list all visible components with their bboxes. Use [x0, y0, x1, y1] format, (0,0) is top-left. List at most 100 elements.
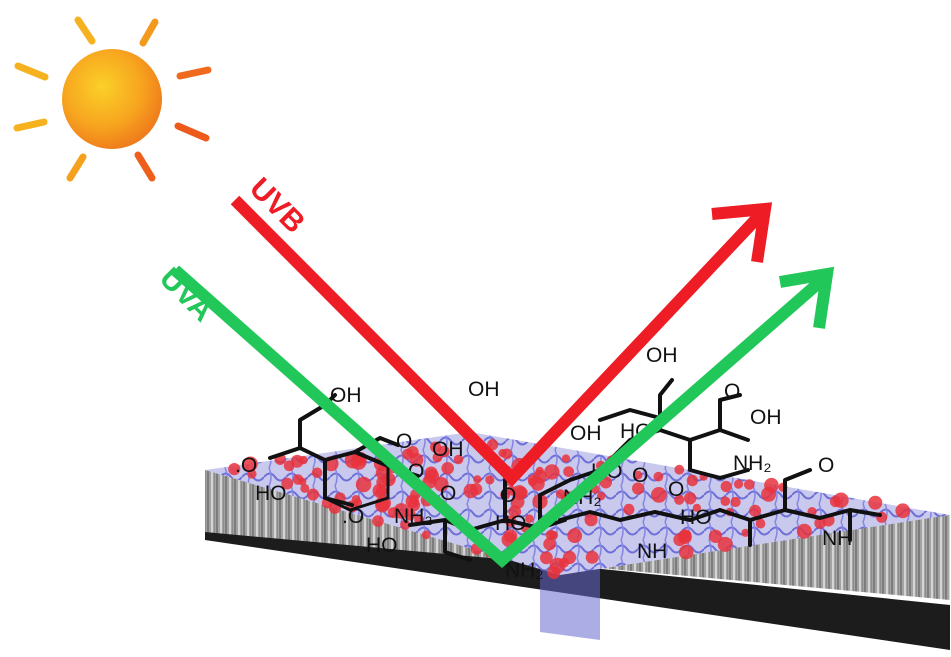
nanoparticle-dot — [814, 517, 826, 529]
nanoparticle-dot — [228, 463, 241, 476]
chem-o-5: O — [500, 484, 516, 507]
nanoparticle-dot — [400, 519, 411, 531]
chem-nh-1: NH — [637, 540, 667, 563]
chem-ho-1: HO — [255, 482, 287, 505]
nanoparticle-dot — [720, 496, 731, 507]
nanoparticle-dot — [404, 509, 416, 521]
nanoparticle-dot — [562, 550, 577, 565]
chem-o-8: O — [668, 478, 684, 501]
nanoparticle-dot — [623, 503, 635, 515]
nanoparticle-dot — [717, 536, 733, 552]
chem-nh-2: NH — [822, 527, 852, 550]
nanoparticle-dot — [473, 475, 482, 484]
nanoparticle-dot — [441, 462, 455, 475]
chem-oh-1: OH — [330, 384, 362, 407]
nanoparticle-dot — [545, 529, 557, 541]
nanoparticle-dot — [561, 454, 571, 463]
chem-oh-2: OH — [468, 378, 500, 401]
chem-o-10: O — [818, 454, 834, 477]
nanoparticle-dot — [508, 505, 522, 518]
nanoparticle-dot — [430, 441, 442, 453]
nanoparticle-dot — [567, 528, 583, 544]
nanoparticle-dot — [535, 466, 544, 475]
nanoparticle-dot — [376, 476, 389, 489]
nanoparticle-dot — [585, 550, 599, 564]
nanoparticle-dot — [895, 503, 911, 519]
chemistry-labels: OH OH OH OH OH OH .O O O O O O .O O O O … — [235, 344, 852, 582]
nanoparticle-dot — [730, 496, 741, 508]
uvb-ray — [230, 195, 773, 487]
nanoparticle-dot — [453, 454, 464, 465]
uvb-label: UVB — [243, 172, 311, 240]
nanoparticle-dot — [653, 471, 664, 482]
nanoparticle-dot — [307, 488, 319, 501]
nanoparticle-dot — [833, 492, 849, 508]
uva-ray — [171, 265, 835, 568]
nanoparticle-dot — [651, 487, 667, 503]
uva-path — [171, 265, 826, 568]
nanoparticle-dot — [281, 477, 294, 490]
nanoparticle-dot — [299, 455, 308, 465]
uvb-arrowhead — [711, 202, 773, 263]
nanoparticle-dot — [372, 515, 384, 527]
nanoparticle-dot — [283, 460, 295, 472]
nanoparticle-dot — [506, 485, 517, 496]
chem-o-9: O — [724, 380, 740, 403]
nanoparticle-dot — [355, 476, 372, 493]
chem-ho-3: HO — [495, 512, 527, 535]
uva-arrowhead — [778, 266, 835, 329]
nanoparticle-dot — [684, 492, 697, 505]
nanoparticle-dot — [868, 495, 883, 510]
chem-nh2-4: NH₂ — [733, 452, 771, 475]
chem-oh-3: OH — [646, 344, 678, 367]
nanoparticle-dot — [633, 470, 643, 480]
nanoparticle-dot — [300, 483, 310, 493]
nanoparticle-dot — [678, 544, 694, 560]
chem-o-1: .O — [235, 454, 257, 477]
nanoparticle-dot — [543, 537, 556, 551]
sun-icon — [13, 16, 212, 182]
nanoparticle-dot — [692, 503, 702, 512]
nanoparticle-dot — [501, 448, 513, 460]
nanoparticle-dot — [421, 530, 431, 540]
nanoparticle-dot — [744, 479, 755, 490]
nanoparticle-dot — [344, 452, 361, 469]
nanoparticle-dot — [596, 491, 606, 501]
nanoparticle-dot — [544, 464, 560, 480]
nanoparticle-dot — [434, 477, 449, 492]
nanoparticle-dot — [409, 453, 424, 467]
nanoparticle-dot — [243, 456, 258, 472]
chem-o-2: O — [396, 430, 412, 453]
nanoparticle-dot — [438, 445, 450, 458]
nanoparticle-dot — [741, 528, 750, 537]
nanoparticle-dot — [733, 479, 744, 489]
nanoparticle-dot — [563, 466, 574, 477]
nanoparticle-dot — [351, 495, 361, 504]
chem-oh-4: OH — [750, 406, 782, 429]
nanoparticle-dot — [796, 523, 812, 539]
nanoparticle-dot — [485, 475, 495, 485]
nanoparticle-dot — [247, 469, 257, 479]
nanoparticle-dot — [686, 474, 699, 487]
nanoparticle-dot — [540, 551, 553, 565]
nanoparticle-dot — [708, 529, 723, 543]
chem-o-6: O — [632, 464, 648, 487]
nanoparticle-dot — [292, 474, 304, 485]
nanoparticle-dot — [525, 514, 534, 523]
chem-nh2-1: NH₂ — [394, 505, 432, 528]
uva-label: UVA — [153, 262, 220, 329]
nanoparticle-dot — [755, 518, 766, 529]
nanoparticle-dot — [720, 480, 732, 493]
nanoparticle-dot — [375, 485, 387, 497]
chem-oh-6: OH — [570, 422, 602, 445]
nanoparticle-dot — [547, 566, 561, 579]
nanoparticle-dot — [424, 469, 440, 484]
nanoparticle-dot — [674, 494, 685, 505]
nanoparticle-dot — [311, 467, 323, 479]
nanoparticle-dot — [632, 482, 645, 495]
chem-ho-5: HO — [680, 506, 712, 529]
chem-o-7: .O — [342, 505, 364, 528]
nanoparticle-dot — [761, 486, 777, 502]
nanoparticle-dot — [679, 530, 689, 539]
